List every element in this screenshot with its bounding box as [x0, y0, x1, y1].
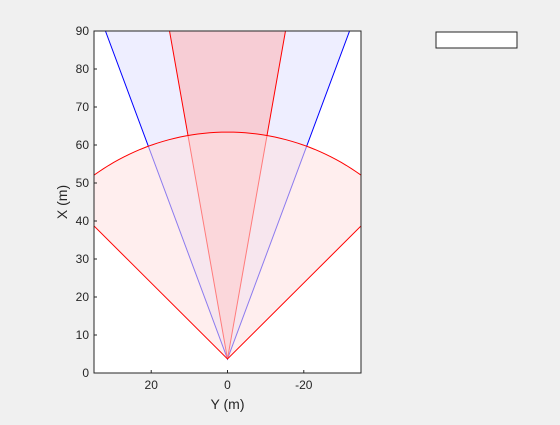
y-tick-label-9: 90	[76, 24, 90, 38]
y-tick-label-1: 10	[76, 328, 90, 342]
y-tick-label-6: 60	[76, 138, 90, 152]
x-tick-label-1: 0	[224, 378, 231, 392]
y-tick-label-0: 0	[82, 366, 89, 380]
legend-box	[435, 31, 518, 49]
y-tick-label-8: 80	[76, 62, 90, 76]
x-tick-label-2: -20	[295, 378, 313, 392]
axis-layer: 20 0 -20 0 10 20 30 40 50 60 70 80 90	[76, 24, 313, 392]
y-tick-label-4: 40	[76, 214, 90, 228]
coverage-sector-2	[94, 131, 361, 360]
y-axis-label: X (m)	[54, 185, 70, 219]
x-tick-label-0: 20	[145, 378, 159, 392]
y-tick-label-7: 70	[76, 100, 90, 114]
data-layer	[94, 31, 361, 361]
x-axis-label: Y (m)	[211, 396, 245, 412]
y-tick-label-5: 50	[76, 176, 90, 190]
y-tick-label-2: 20	[76, 290, 90, 304]
y-tick-label-3: 30	[76, 252, 90, 266]
